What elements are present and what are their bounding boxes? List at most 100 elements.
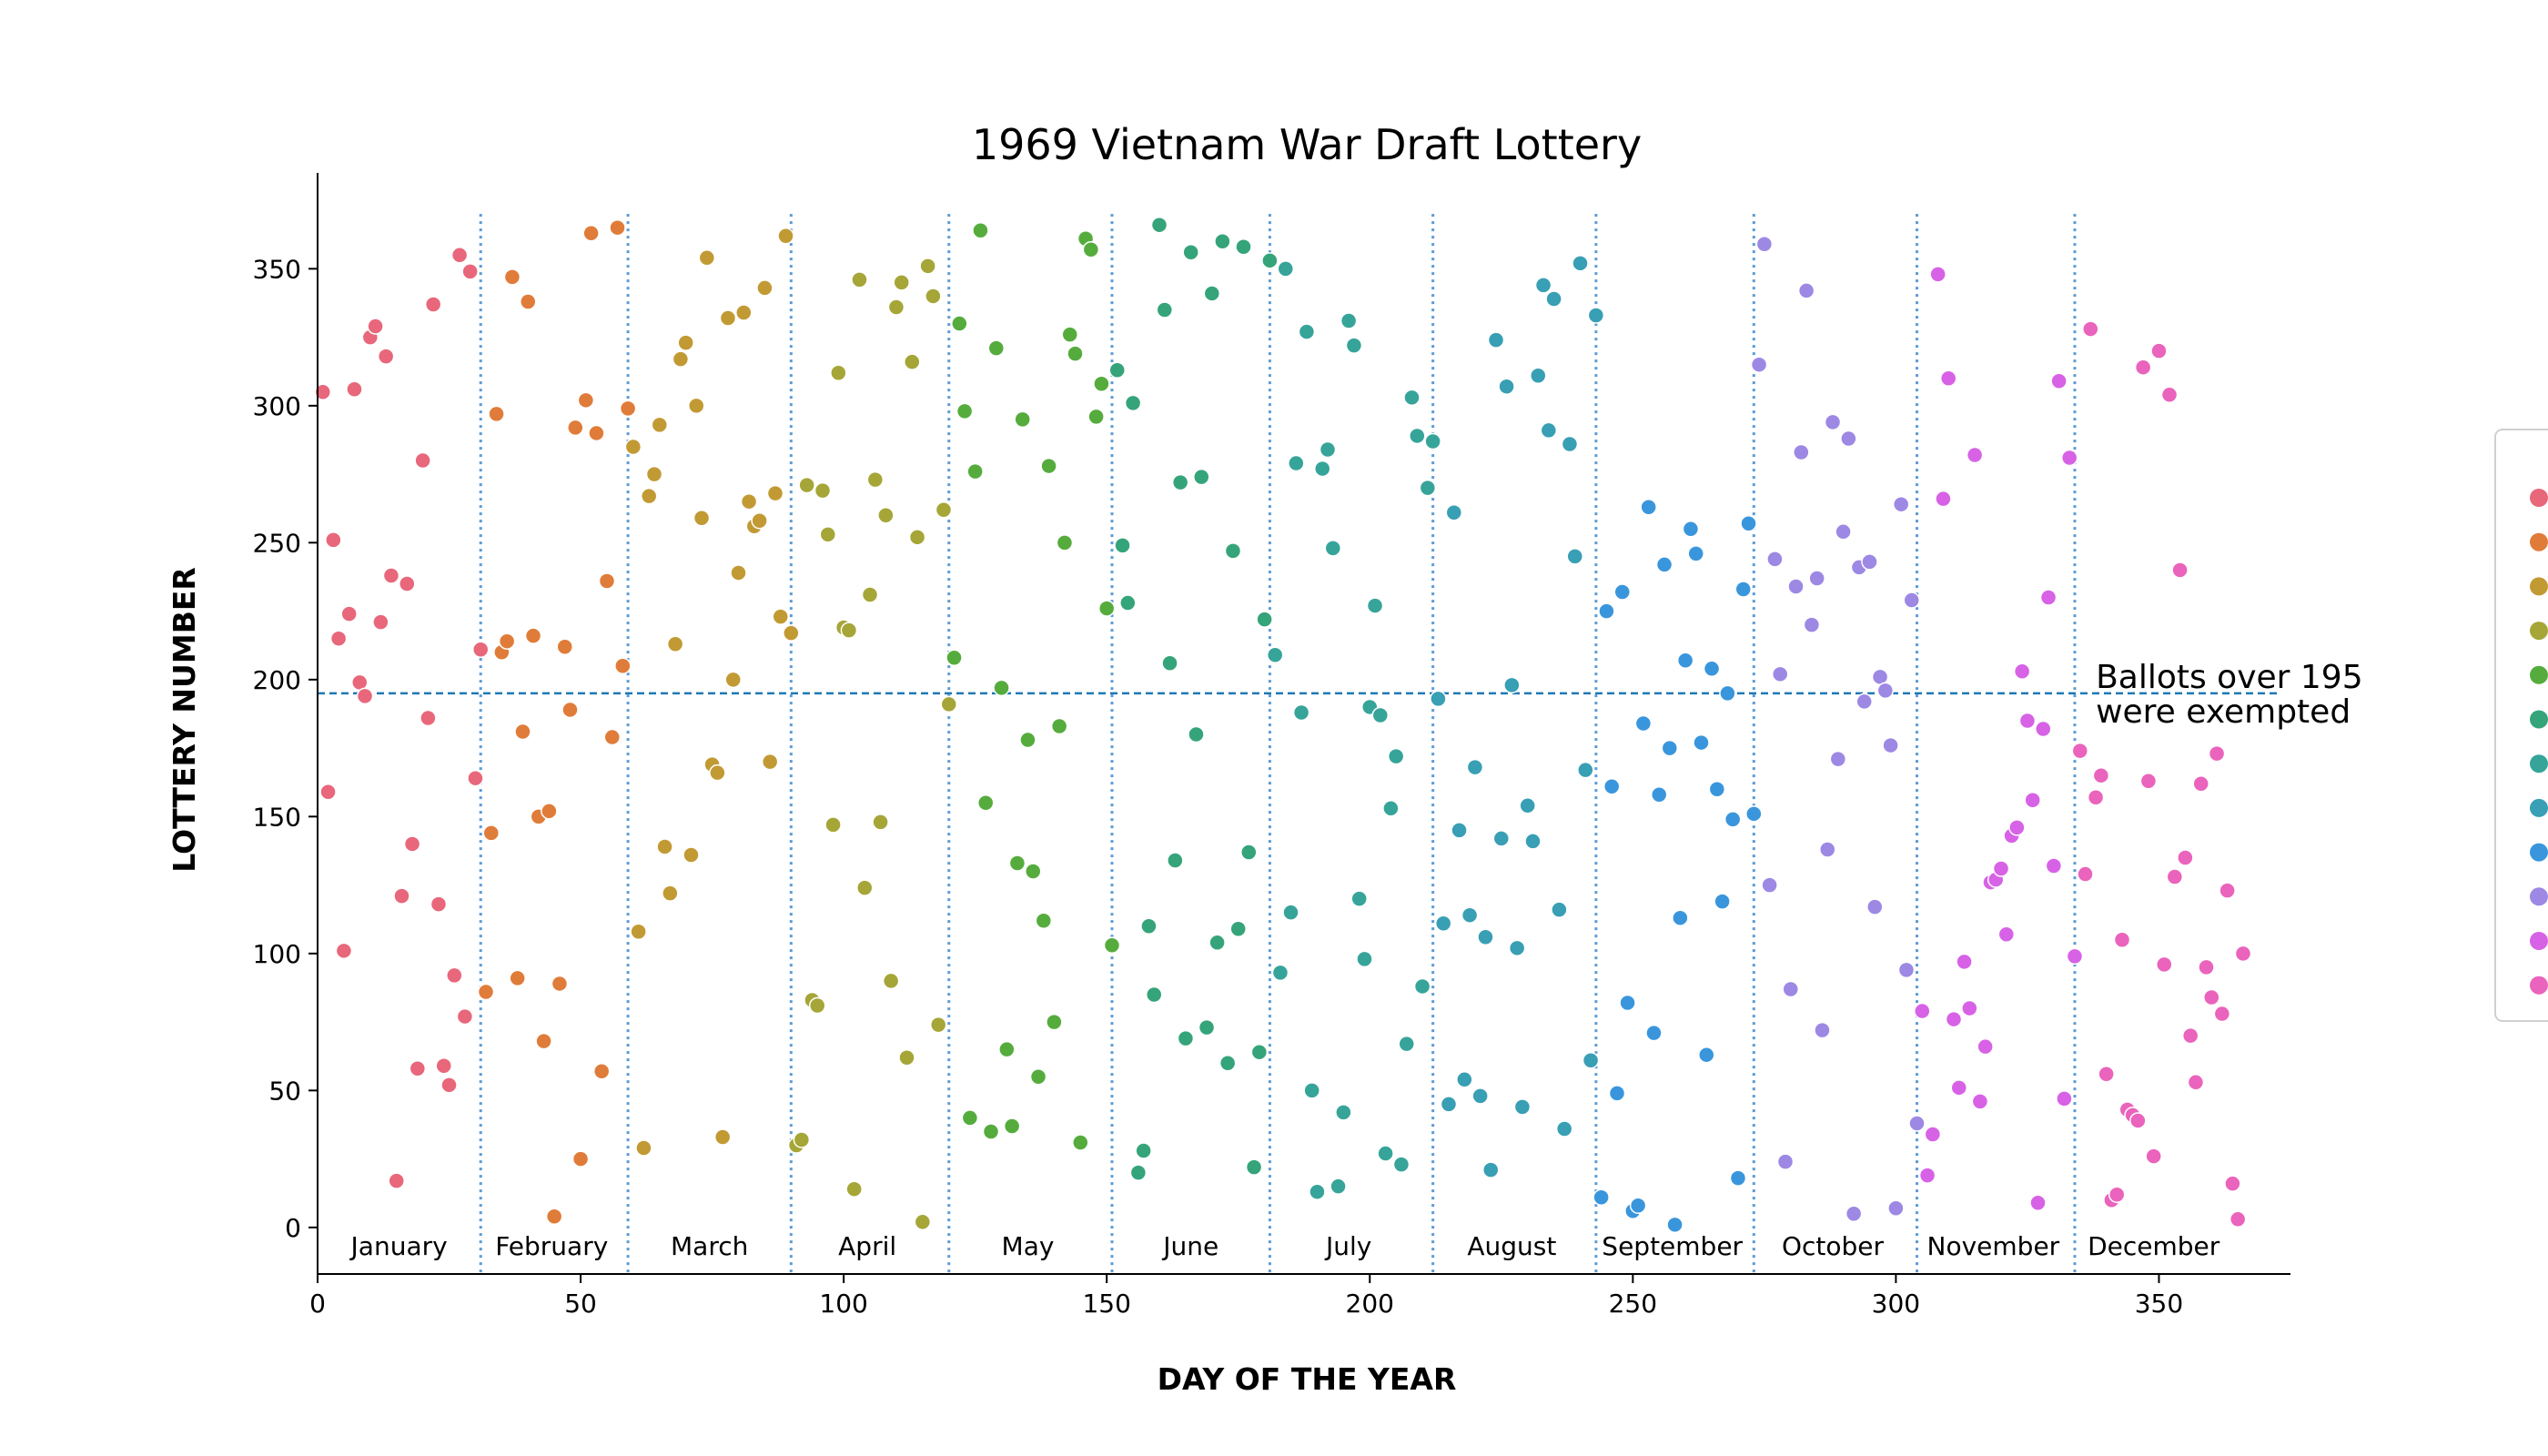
data-point [1861, 553, 1878, 571]
legend-box [2494, 429, 2548, 1022]
data-point [1939, 369, 1957, 387]
legend-marker [2530, 622, 2548, 641]
data-point [2071, 742, 2088, 760]
data-point [1719, 684, 1736, 703]
data-point [1382, 800, 1400, 817]
data-point [2229, 1210, 2247, 1228]
data-point [1303, 1082, 1320, 1099]
legend-marker [2530, 577, 2548, 596]
data-point [1935, 490, 1952, 508]
data-point [1313, 460, 1331, 478]
data-point [908, 529, 926, 546]
x-tick-label: 0 [309, 1289, 326, 1319]
data-point [609, 218, 626, 237]
data-point [640, 487, 658, 505]
data-point [2139, 772, 2158, 790]
data-point [772, 608, 790, 625]
data-point [1929, 266, 1946, 283]
data-point [1835, 523, 1852, 541]
data-point [925, 288, 942, 305]
data-point [1177, 1029, 1195, 1047]
data-point [756, 279, 774, 297]
data-point [1324, 540, 1342, 557]
data-point [477, 983, 495, 1001]
data-point [577, 391, 595, 410]
legend [2494, 429, 2548, 1022]
data-point [672, 350, 690, 368]
data-point [582, 224, 600, 242]
data-point [1592, 1188, 1610, 1206]
data-point [1350, 890, 1368, 907]
data-point [1014, 410, 1031, 429]
data-point [1229, 920, 1247, 937]
data-point [1140, 917, 1158, 935]
data-point [314, 383, 332, 401]
x-tick-label: 50 [564, 1289, 597, 1319]
data-point [1887, 1199, 1905, 1218]
data-point [1330, 1178, 1347, 1195]
data-point [598, 572, 616, 590]
data-point [1377, 1145, 1394, 1162]
legend-marker [2530, 932, 2548, 950]
data-point [645, 465, 663, 483]
data-point [1366, 597, 1384, 614]
data-point [356, 687, 374, 705]
y-tick-label: 100 [253, 939, 301, 969]
data-point [1235, 238, 1252, 256]
data-point [471, 641, 490, 658]
data-point [1866, 898, 1884, 915]
data-point [1740, 515, 1757, 532]
data-point [882, 972, 900, 990]
data-point [1634, 714, 1653, 733]
data-point [1451, 822, 1468, 839]
data-point [319, 783, 337, 801]
data-point [1345, 337, 1363, 354]
data-point [551, 975, 569, 993]
data-point [619, 399, 637, 418]
data-point [1824, 413, 1842, 431]
data-point [329, 630, 348, 647]
data-point [987, 339, 1006, 357]
data-point [1108, 361, 1127, 379]
x-tick-label: 300 [1872, 1289, 1920, 1319]
data-point [2092, 766, 2110, 784]
data-point [914, 1213, 932, 1231]
data-point [2108, 1186, 2126, 1203]
data-point [1387, 747, 1405, 765]
x-tick-label: 200 [1346, 1289, 1394, 1319]
data-point [1714, 893, 1731, 910]
data-point [1755, 236, 1774, 253]
data-point [1456, 1071, 1473, 1088]
data-point [1582, 1051, 1600, 1069]
y-tick-label: 200 [253, 665, 301, 695]
data-point [535, 1032, 552, 1050]
data-point [1203, 285, 1221, 302]
data-point [2013, 662, 2031, 681]
data-point [982, 1123, 1000, 1140]
data-point [1734, 581, 1752, 598]
y-tick-label: 300 [253, 391, 301, 421]
data-point [561, 701, 579, 719]
data-point [1655, 556, 1673, 573]
data-point [1645, 1024, 1663, 1042]
data-point [1008, 854, 1026, 872]
data-point [1430, 690, 1447, 708]
month-label: November [1927, 1231, 2060, 1261]
data-point [1682, 521, 1700, 538]
data-point [2155, 956, 2173, 974]
y-tick-label: 350 [253, 254, 301, 284]
data-point [1577, 761, 1594, 779]
data-point [1413, 977, 1431, 996]
data-point [1119, 594, 1137, 612]
data-point [1434, 915, 1452, 932]
data-point [2208, 744, 2226, 763]
data-point [1445, 503, 1463, 521]
data-point [1840, 430, 1857, 448]
data-point [1540, 421, 1558, 440]
data-point [1892, 495, 1910, 513]
month-boundary-lines [479, 214, 2077, 1274]
data-point [1061, 326, 1078, 343]
data-point [1256, 611, 1273, 628]
data-point [1466, 758, 1484, 776]
data-point [1409, 427, 1426, 445]
